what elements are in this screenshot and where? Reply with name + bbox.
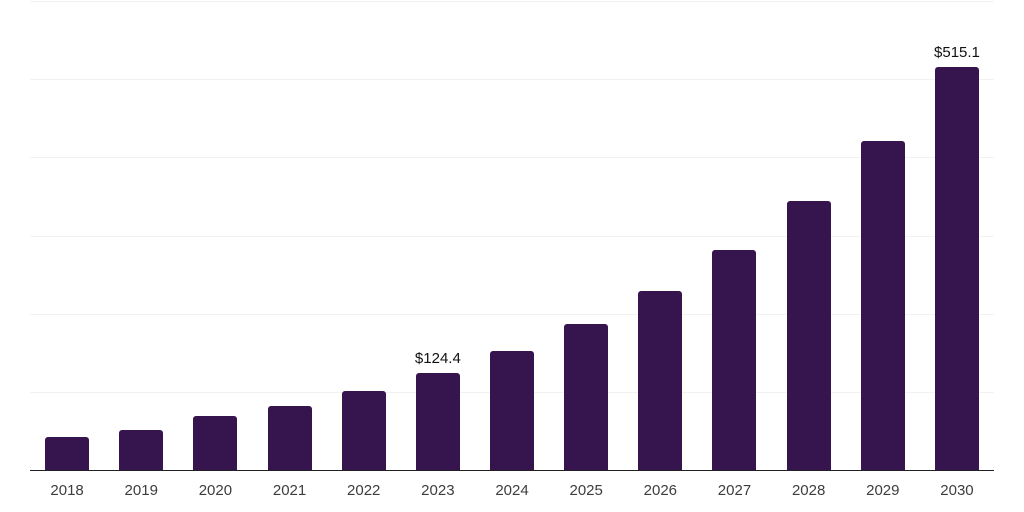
- bars-row: $124.4 $515.1: [30, 1, 994, 470]
- bar-2027: [712, 250, 757, 470]
- x-tick-2029: 2029: [866, 482, 900, 499]
- plot-area: $124.4 $515.1: [30, 1, 994, 471]
- band-2018: [30, 1, 104, 470]
- bar-2019: [119, 430, 164, 470]
- band-2024: [475, 1, 549, 470]
- band-2028: [772, 1, 846, 470]
- value-label-2023: $124.4: [414, 349, 461, 367]
- x-tick-2019: 2019: [124, 482, 158, 499]
- gridline-200: [30, 313, 994, 315]
- bar-2024: [490, 350, 535, 470]
- gridline-400: [30, 157, 994, 159]
- x-tick-2024: 2024: [495, 482, 529, 499]
- value-label-2030: $515.1: [934, 44, 980, 62]
- band-2020: [178, 1, 252, 470]
- x-tick-2018: 2018: [50, 482, 84, 499]
- band-2029: [846, 1, 920, 470]
- bar-2028: [786, 201, 831, 470]
- bar-2025: [564, 324, 609, 470]
- x-tick-2025: 2025: [569, 482, 603, 499]
- x-tick-2020: 2020: [198, 482, 233, 499]
- band-2023: $124.4: [401, 1, 475, 470]
- bar-2026: [638, 291, 683, 470]
- gridline-500: [30, 79, 994, 81]
- x-axis-labels: 2018 2019 2020 2021 2022 2023 2024 2025 2026 2027…: [30, 482, 994, 500]
- bar-2023: [415, 372, 460, 470]
- x-tick-2026: 2026: [643, 482, 678, 499]
- bar-2022: [341, 391, 386, 470]
- x-tick-2023: 2023: [421, 482, 455, 499]
- gridline-600: [30, 1, 994, 2]
- band-2019: [104, 1, 178, 470]
- band-2022: [327, 1, 401, 470]
- band-2025: [549, 1, 623, 470]
- band-2026: [623, 1, 697, 470]
- bar-2029: [860, 141, 905, 470]
- x-tick-2027: 2027: [717, 482, 752, 499]
- bar-2018: [45, 437, 90, 470]
- x-tick-2028: 2028: [791, 482, 826, 499]
- band-2027: [697, 1, 771, 470]
- gridline-300: [30, 235, 994, 237]
- x-tick-2022: 2022: [347, 482, 381, 499]
- x-tick-2030: 2030: [940, 482, 974, 499]
- x-tick-2021: 2021: [272, 482, 307, 499]
- band-2021: [252, 1, 326, 470]
- bar-2020: [193, 416, 238, 470]
- bar-2021: [267, 406, 312, 470]
- bar-2030: [934, 67, 979, 470]
- band-2030: $515.1: [920, 1, 994, 470]
